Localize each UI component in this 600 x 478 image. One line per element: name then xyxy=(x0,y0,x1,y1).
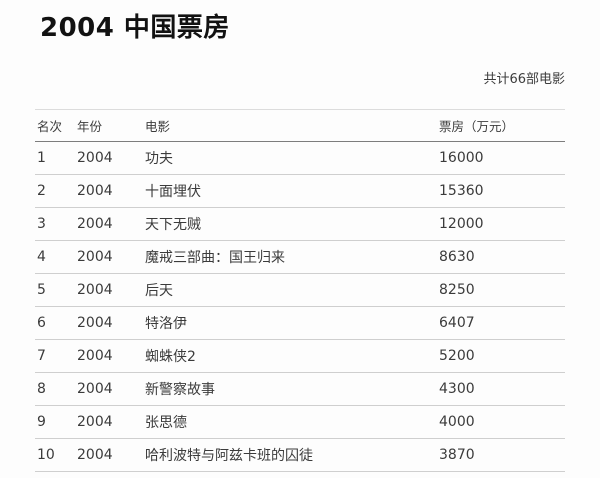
cell-rank: 7 xyxy=(35,339,75,373)
table-row: 6 2004 特洛伊 6407 xyxy=(35,306,565,340)
table-header: 名次 年份 电影 票房（万元） xyxy=(35,109,565,142)
cell-rank: 2 xyxy=(35,174,75,208)
cell-year: 2004 xyxy=(75,372,143,406)
cell-year: 2004 xyxy=(75,240,143,274)
cell-year: 2004 xyxy=(75,174,143,208)
cell-movie: 后天 xyxy=(143,273,437,307)
movie-count-summary: 共计66部电影 xyxy=(483,72,565,87)
cell-year: 2004 xyxy=(75,141,143,175)
cell-box-office: 12000 xyxy=(437,207,565,241)
cell-year: 2004 xyxy=(75,438,143,472)
cell-box-office: 16000 xyxy=(437,141,565,175)
box-office-table: 名次 年份 电影 票房（万元） 1 2004 功夫 16000 2 2004 十面埋伏 153… xyxy=(35,109,565,472)
table-header-row: 名次 年份 电影 票房（万元） xyxy=(35,109,565,142)
cell-movie: 蜘蛛侠2 xyxy=(143,339,437,373)
table-row: 4 2004 魔戒三部曲：国王归来 8630 xyxy=(35,240,565,274)
cell-rank: 5 xyxy=(35,273,75,307)
table-row: 9 2004 张思德 4000 xyxy=(35,405,565,439)
cell-box-office: 8630 xyxy=(437,240,565,274)
page-title: 2004 中国票房 xyxy=(40,13,230,43)
cell-rank: 8 xyxy=(35,372,75,406)
table-row: 3 2004 天下无贼 12000 xyxy=(35,207,565,241)
table-row: 8 2004 新警察故事 4300 xyxy=(35,372,565,406)
cell-box-office: 4300 xyxy=(437,372,565,406)
table-row: 1 2004 功夫 16000 xyxy=(35,141,565,175)
table-body: 1 2004 功夫 16000 2 2004 十面埋伏 15360 3 2004 天下无贼 12000… xyxy=(35,141,565,472)
column-header-box-office: 票房（万元） xyxy=(437,109,565,142)
cell-box-office: 15360 xyxy=(437,174,565,208)
column-header-year: 年份 xyxy=(75,109,143,142)
column-header-rank: 名次 xyxy=(35,109,75,142)
cell-rank: 9 xyxy=(35,405,75,439)
cell-rank: 6 xyxy=(35,306,75,340)
cell-movie: 功夫 xyxy=(143,141,437,175)
cell-rank: 1 xyxy=(35,141,75,175)
table-row: 2 2004 十面埋伏 15360 xyxy=(35,174,565,208)
table-row: 5 2004 后天 8250 xyxy=(35,273,565,307)
cell-year: 2004 xyxy=(75,306,143,340)
cell-movie: 魔戒三部曲：国王归来 xyxy=(143,240,437,274)
table-row: 7 2004 蜘蛛侠2 5200 xyxy=(35,339,565,373)
cell-box-office: 4000 xyxy=(437,405,565,439)
cell-box-office: 5200 xyxy=(437,339,565,373)
cell-box-office: 3870 xyxy=(437,438,565,472)
table-row: 10 2004 哈利波特与阿兹卡班的囚徒 3870 xyxy=(35,438,565,472)
cell-year: 2004 xyxy=(75,207,143,241)
cell-movie: 天下无贼 xyxy=(143,207,437,241)
cell-year: 2004 xyxy=(75,273,143,307)
cell-box-office: 6407 xyxy=(437,306,565,340)
cell-rank: 10 xyxy=(35,438,75,472)
cell-movie: 特洛伊 xyxy=(143,306,437,340)
cell-rank: 3 xyxy=(35,207,75,241)
cell-movie: 张思德 xyxy=(143,405,437,439)
cell-box-office: 8250 xyxy=(437,273,565,307)
cell-year: 2004 xyxy=(75,339,143,373)
cell-movie: 哈利波特与阿兹卡班的囚徒 xyxy=(143,438,437,472)
column-header-movie: 电影 xyxy=(143,109,437,142)
cell-rank: 4 xyxy=(35,240,75,274)
cell-year: 2004 xyxy=(75,405,143,439)
cell-movie: 十面埋伏 xyxy=(143,174,437,208)
cell-movie: 新警察故事 xyxy=(143,372,437,406)
